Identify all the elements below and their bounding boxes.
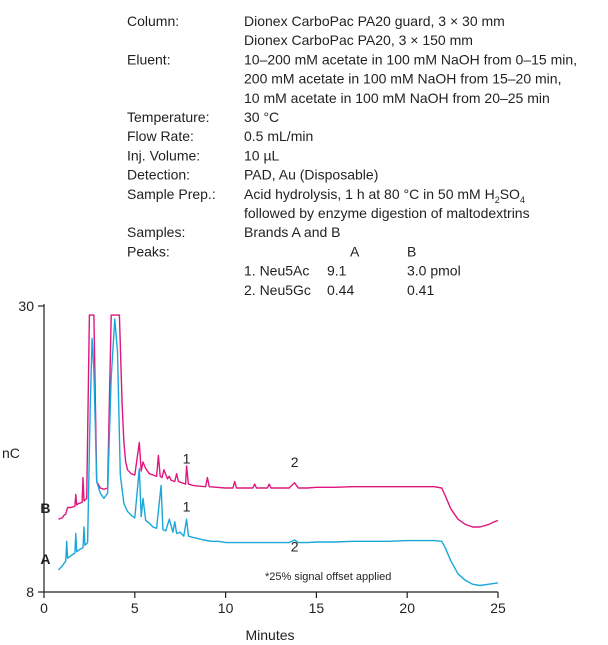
x-tick-label: 0 [40,600,48,616]
formula-subscript: 2 [495,195,500,205]
peaks-column-b: B [407,243,416,259]
condition-value: 30 °C [244,109,279,125]
condition-label: Samples: [127,224,185,240]
peak-amount-a: 9.1 [327,263,347,279]
peak-amount-b: 0.41 [407,282,434,298]
condition-value: PAD, Au (Disposable) [244,167,378,183]
condition-label: Temperature: [127,109,209,125]
peaks-label: Peaks: [127,243,170,259]
conditions-block: Column: Dionex CarboPac PA20 guard, 3 × 3… [127,13,577,240]
peak-amount-a: 0.44 [327,282,354,298]
peaks-column-a: A [350,243,360,259]
condition-value: 10–200 mM acetate in 100 mM NaOH from 0–… [244,51,577,67]
condition-value: 200 mM acetate in 100 mM NaOH from 15–20… [244,71,561,87]
peak-amount-b: 3.0 pmol [407,263,461,279]
y-tick-label: 8 [26,584,34,600]
condition-label: Inj. Volume: [127,147,200,163]
condition-value: Acid hydrolysis, 1 h at 80 °C in 50 mM H… [244,186,525,205]
y-axis-title: nC [2,445,20,461]
condition-value: 10 mM acetate in 100 mM NaOH from 20–25 … [244,90,550,106]
x-axis-title: Minutes [245,627,294,643]
peaks-table: Peaks: A B 1. Neu5Ac 9.1 3.0 pmol 2. Neu5Gc 0.4… [127,243,461,297]
condition-label: Flow Rate: [127,128,194,144]
x-tick-label: 25 [490,600,506,616]
traces: BA [40,314,499,587]
annotations: 1 2 1 2 *25% signal offset applied [183,450,392,583]
condition-label: Column: [127,13,179,29]
peak-label: 2 [291,539,299,555]
y-tick-label: 30 [18,298,34,314]
peak-label: 2 [291,454,299,470]
series-b-line [58,314,499,528]
x-tick-label: 15 [309,600,325,616]
formula-subscript: 4 [520,195,525,205]
condition-label: Eluent: [127,51,171,67]
series-a-line [57,318,499,587]
formula-text: SO [500,186,520,202]
condition-value: followed by enzyme digestion of maltodex… [244,205,530,221]
condition-label: Sample Prep.: [127,186,216,202]
condition-value: 10 µL [244,147,280,163]
x-tick-label: 20 [399,600,415,616]
peak-name: 2. Neu5Gc [244,282,311,298]
offset-note: *25% signal offset applied [265,571,391,583]
peak-name: 1. Neu5Ac [244,263,309,279]
x-tick-label: 10 [218,600,234,616]
x-tick-label: 5 [131,600,139,616]
axes: 0 5 10 15 20 25 8 30 Minutes nC [2,298,506,643]
peak-label: 1 [183,498,191,514]
condition-value: Dionex CarboPac PA20 guard, 3 × 30 mm [244,13,505,29]
condition-value: Dionex CarboPac PA20, 3 × 150 mm [244,32,473,48]
peak-label: 1 [183,450,191,466]
series-b-label: B [40,500,50,516]
series-a-label: A [40,551,50,567]
condition-label: Detection: [127,167,190,183]
condition-value: Brands A and B [244,224,341,240]
condition-value: 0.5 mL/min [244,128,313,144]
